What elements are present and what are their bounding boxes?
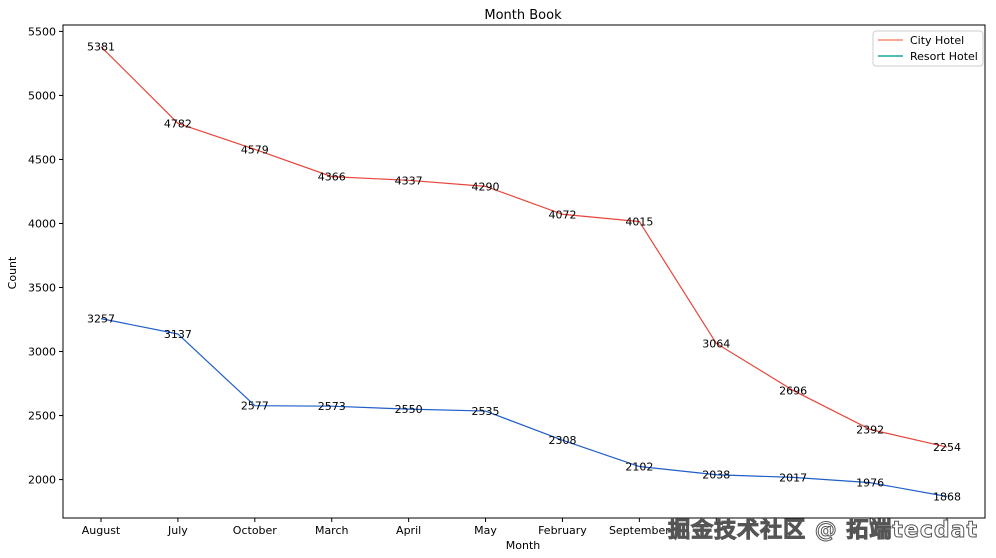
y-tick-label: 5000 bbox=[28, 89, 56, 102]
data-label: 3064 bbox=[702, 337, 730, 350]
x-tick-label: March bbox=[315, 524, 349, 537]
x-tick-label: July bbox=[167, 524, 188, 537]
watermark: 掘金技术社区 @ 拓端tecdat bbox=[668, 518, 978, 544]
data-label: 2573 bbox=[318, 400, 346, 413]
legend: City Hotel Resort Hotel bbox=[872, 30, 984, 67]
x-tick-label: May bbox=[474, 524, 497, 537]
data-label: 3137 bbox=[164, 328, 192, 341]
data-label: 1868 bbox=[933, 490, 961, 503]
x-tick-label: October bbox=[233, 524, 277, 537]
y-tick-label: 3000 bbox=[28, 346, 56, 359]
chart-title: Month Book bbox=[484, 8, 562, 23]
x-axis-title: Month bbox=[506, 539, 541, 552]
data-label: 4290 bbox=[472, 180, 500, 193]
data-label: 4366 bbox=[318, 171, 346, 184]
data-label: 2550 bbox=[395, 403, 423, 416]
plot-border bbox=[62, 24, 986, 519]
series-line-resort-hotel bbox=[100, 318, 948, 498]
series-line-city-hotel bbox=[100, 46, 948, 448]
data-label: 2038 bbox=[702, 469, 730, 482]
plot-frame bbox=[62, 24, 986, 519]
data-label: 2392 bbox=[856, 423, 884, 436]
data-label: 2254 bbox=[933, 441, 961, 454]
series-lines bbox=[100, 46, 948, 498]
data-label: 4579 bbox=[241, 143, 269, 156]
data-labels: 5381 4782 4579 4366 4337 4290 4072 4015 3064 2696… bbox=[87, 41, 961, 504]
x-axis: August July October March April May February Se… bbox=[82, 518, 948, 537]
y-tick-label: 5500 bbox=[28, 25, 56, 38]
data-label: 4072 bbox=[548, 208, 576, 221]
y-axis: 2000 2500 3000 3500 4000 4500 5000 5500 bbox=[28, 25, 63, 487]
x-tick-label: February bbox=[538, 524, 587, 537]
y-axis-title: Count bbox=[6, 256, 19, 289]
data-label: 2308 bbox=[548, 434, 576, 447]
data-label: 2102 bbox=[625, 461, 653, 474]
data-label: 3257 bbox=[87, 313, 115, 326]
x-tick-label: August bbox=[82, 524, 121, 537]
y-tick-label: 3500 bbox=[28, 282, 56, 295]
data-label: 5381 bbox=[87, 41, 115, 54]
data-label: 2577 bbox=[241, 400, 269, 413]
y-tick-label: 4500 bbox=[28, 153, 56, 166]
x-tick-label: April bbox=[396, 524, 421, 537]
x-tick-label: September bbox=[609, 524, 670, 537]
legend-label-city-hotel: City Hotel bbox=[910, 34, 964, 47]
y-tick-label: 2000 bbox=[28, 474, 56, 487]
data-label: 4015 bbox=[625, 216, 653, 229]
legend-label-resort-hotel: Resort Hotel bbox=[910, 50, 978, 63]
y-tick-label: 4000 bbox=[28, 217, 56, 230]
data-label: 2535 bbox=[472, 405, 500, 418]
data-label: 2696 bbox=[779, 384, 807, 397]
data-label: 4337 bbox=[395, 174, 423, 187]
data-label: 2017 bbox=[779, 471, 807, 484]
data-label: 1976 bbox=[856, 477, 884, 490]
y-tick-label: 2500 bbox=[28, 410, 56, 423]
data-label: 4782 bbox=[164, 117, 192, 130]
